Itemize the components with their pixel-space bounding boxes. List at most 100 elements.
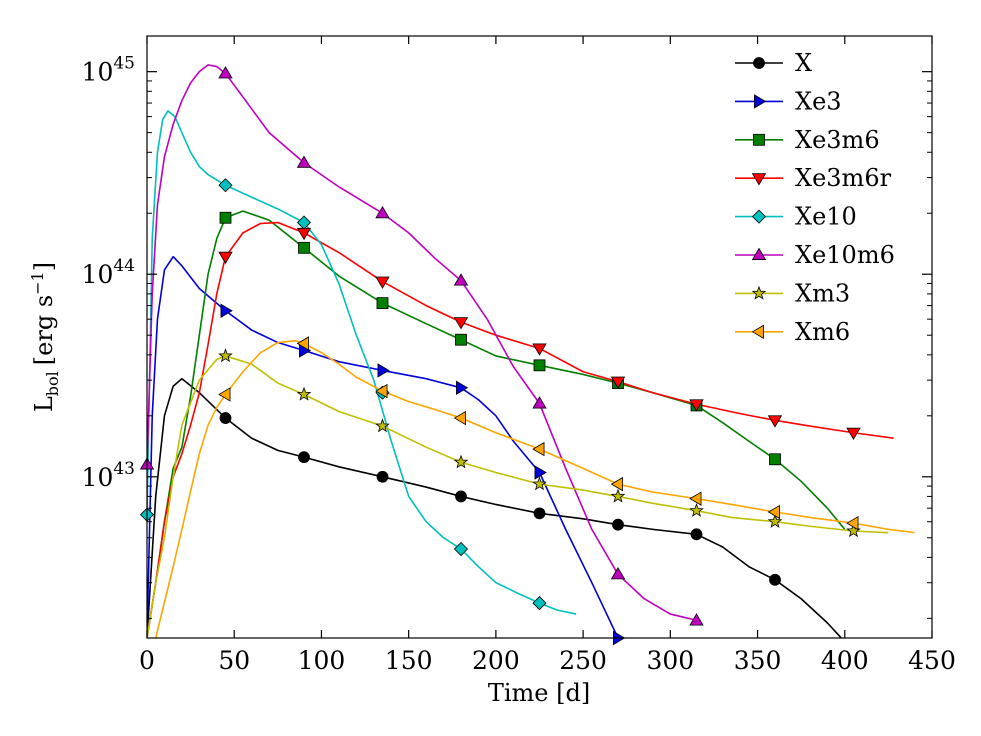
series-marker-xm6 — [610, 476, 623, 492]
series-marker-xm6 — [375, 383, 388, 399]
series-line-xe3 — [147, 255, 619, 638]
series-marker-xm3 — [453, 454, 469, 469]
series-line-x — [147, 377, 842, 638]
legend-marker — [753, 133, 765, 146]
legend-item-xe10: Xe10 — [735, 203, 857, 231]
legend-marker — [751, 324, 764, 339]
series-marker-xe10m6 — [296, 155, 312, 168]
legend-item-xe10m6: Xe10m6 — [735, 241, 895, 269]
series-marker-xe3 — [456, 380, 469, 395]
x-tick-label: 300 — [646, 646, 694, 675]
series-marker-xe10m6 — [532, 396, 547, 409]
series-marker-xe10m6 — [453, 273, 469, 286]
legend-marker — [751, 209, 767, 224]
y-tick-label: 1045 — [82, 54, 135, 87]
series-marker-xe10 — [453, 541, 469, 557]
legend-item-x: X — [735, 49, 812, 77]
series-marker-xm6 — [846, 516, 859, 531]
legend-item-xe3: Xe3 — [735, 87, 842, 115]
series-marker-xe3 — [220, 303, 233, 318]
series-marker-x — [298, 451, 310, 464]
y-tick-labels: 1043 1044 1045 — [82, 54, 135, 492]
y-axis-title-unit-exp: −1 — [28, 271, 47, 295]
x-tick-label: 450 — [908, 646, 956, 675]
series-marker-xe10 — [218, 178, 233, 193]
series-marker-xe10m6 — [610, 567, 626, 580]
y-tick-label: 1043 — [82, 459, 135, 492]
y-axis-title-unit: [erg s — [30, 295, 58, 365]
x-tick-label: 150 — [385, 646, 433, 675]
x-tick-label: 250 — [559, 646, 607, 675]
x-tick-label: 50 — [218, 646, 250, 675]
series-marker-xm3 — [296, 386, 312, 401]
legend-label: Xe10 — [795, 203, 857, 231]
plot-background — [147, 36, 932, 638]
series-marker-xm3 — [767, 514, 783, 528]
legend-label: Xm6 — [795, 318, 850, 346]
legend-item-xm3: Xm3 — [735, 279, 850, 307]
series-marker-xm3 — [218, 348, 233, 363]
series-marker-xe3m6 — [769, 453, 781, 466]
y-tick-label: 1044 — [82, 256, 135, 289]
x-tick-label: 0 — [139, 646, 155, 675]
series-marker-xm3 — [532, 476, 547, 491]
series-marker-xe3m6 — [298, 241, 310, 254]
x-tick-label: 100 — [298, 646, 346, 675]
series-marker-xe3m6r — [767, 415, 783, 428]
x-tick-labels: 0 50 100 150 200 250 300 350 400 450 — [139, 646, 956, 675]
legend-marker — [753, 57, 765, 69]
legend-item-xe3m6: Xe3m6 — [735, 126, 880, 154]
series-marker-xe10m6 — [689, 613, 704, 626]
series-marker-x — [455, 490, 467, 503]
series-marker-xm6 — [218, 387, 231, 402]
legend-item-xe3m6r: Xe3m6r — [735, 164, 892, 192]
legend-label: Xe10m6 — [795, 241, 895, 269]
x-tick-label: 350 — [734, 646, 782, 675]
series-marker-xm6 — [689, 491, 702, 506]
series-marker-x — [376, 470, 389, 483]
series-marker-x — [769, 573, 781, 586]
series-marker-xe3m6 — [376, 297, 389, 310]
x-tick-label: 400 — [821, 646, 869, 675]
series-line-xe10 — [147, 110, 577, 615]
series-line-xm6 — [154, 339, 915, 638]
series-marker-xe3m6r — [453, 317, 469, 330]
marker-layer — [139, 66, 861, 646]
series-marker-x — [612, 518, 624, 531]
series-marker-xe3 — [534, 465, 547, 480]
legend-marker — [754, 94, 767, 109]
series-marker-xe10 — [532, 596, 547, 611]
series-marker-xm6 — [532, 441, 545, 457]
legend-label: X — [795, 49, 812, 77]
series-marker-x — [533, 507, 546, 520]
x-axis-title: Time [d] — [488, 679, 590, 707]
series-marker-xe10m6 — [375, 205, 390, 219]
series-marker-x — [690, 528, 703, 541]
series-marker-xe3m6 — [219, 211, 232, 224]
legend-label: Xm3 — [795, 279, 850, 307]
legend-marker — [751, 247, 767, 260]
series-marker-xm6 — [767, 504, 780, 520]
legend-item-xm6: Xm6 — [735, 318, 850, 346]
series-marker-xm3 — [689, 503, 704, 517]
series-line-xm3 — [147, 355, 889, 638]
y-axis-title-main: L — [30, 396, 58, 412]
series-marker-xe3m6r — [610, 376, 626, 389]
series-marker-xe3 — [377, 363, 390, 378]
series-marker-xe10m6 — [218, 66, 233, 79]
legend: X Xe3 Xe3m6 Xe3m6r Xe10 Xe10m6 Xm3 Xm6 — [735, 49, 895, 346]
series-marker-xe3m6 — [533, 359, 546, 372]
series-marker-xm3 — [375, 418, 390, 433]
series-marker-x — [219, 412, 232, 424]
series-marker-xe3m6r — [689, 399, 704, 412]
legend-marker — [751, 285, 767, 300]
series-marker-xm3 — [610, 488, 626, 503]
series-line-xe3m6r — [147, 221, 894, 638]
series-marker-xe3m6r — [218, 251, 233, 265]
legend-label: Xe3m6 — [795, 126, 880, 154]
series-marker-xe3m6 — [455, 333, 467, 346]
y-axis-title-sub: bol — [43, 371, 62, 396]
tick-layer — [146, 36, 933, 638]
series-marker-xe10 — [296, 215, 312, 230]
